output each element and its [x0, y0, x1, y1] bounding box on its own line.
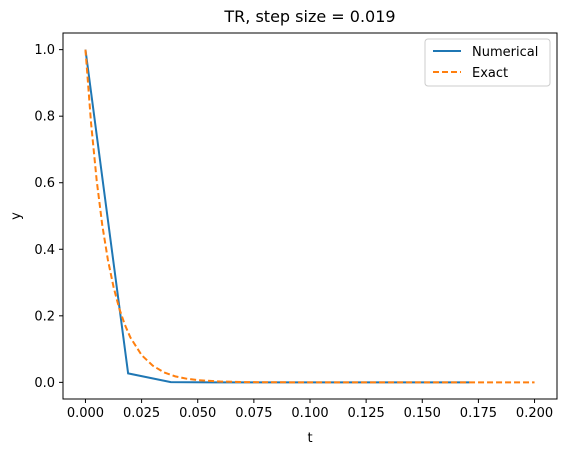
x-tick-label: 0.075	[235, 406, 272, 421]
y-tick-label: 0.8	[34, 110, 55, 125]
x-tick-label: 0.000	[67, 406, 104, 421]
x-tick-label: 0.050	[179, 406, 216, 421]
chart-title: TR, step size = 0.019	[223, 7, 395, 26]
x-axis-label: t	[307, 431, 312, 446]
x-axis: 0.000 0.025 0.050 0.075 0.100 0.125 0.150 0.175…	[67, 399, 553, 421]
y-tick-label: 1.0	[34, 43, 55, 58]
y-axis: 0.0 0.2 0.4 0.6 0.8 1.0	[34, 43, 63, 391]
y-tick-label: 0.6	[34, 176, 55, 191]
plot-area	[84, 49, 535, 384]
x-tick-label: 0.100	[291, 406, 328, 421]
x-tick-label: 0.175	[460, 406, 497, 421]
x-tick-label: 0.025	[123, 406, 160, 421]
legend: Numerical Exact	[424, 38, 551, 87]
y-axis-label: y	[9, 212, 24, 220]
legend-label-numerical: Numerical	[472, 45, 538, 60]
y-tick-label: 0.4	[34, 243, 55, 258]
x-tick-label: 0.200	[516, 406, 553, 421]
series-line-exact	[84, 49, 535, 384]
y-tick-label: 0.0	[34, 376, 55, 391]
x-tick-label: 0.150	[404, 406, 441, 421]
legend-label-exact: Exact	[472, 66, 508, 81]
series-line-numerical	[84, 49, 470, 384]
y-tick-label: 0.2	[34, 309, 55, 324]
x-tick-label: 0.125	[348, 406, 385, 421]
